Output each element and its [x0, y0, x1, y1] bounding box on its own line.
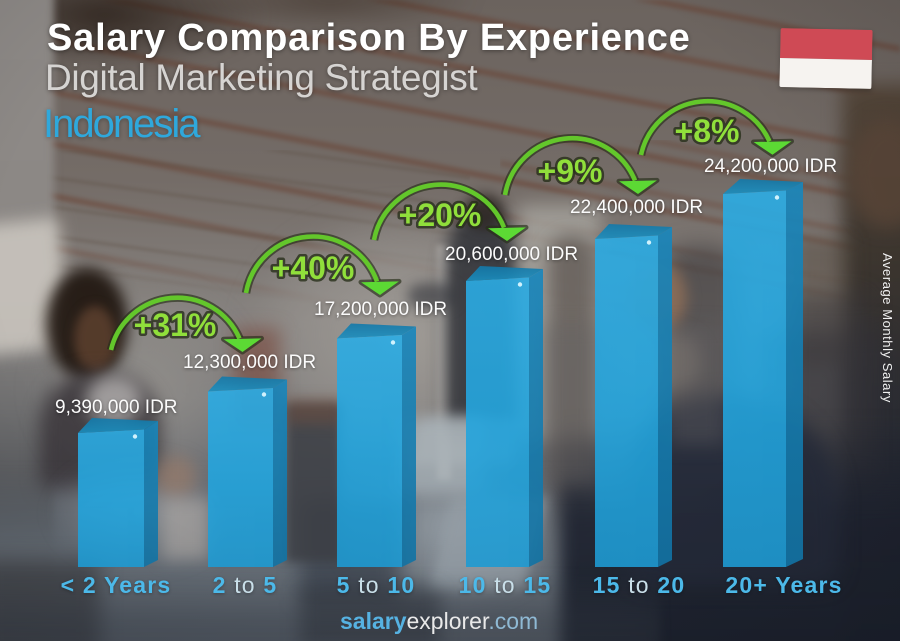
- svg-text:+31%: +31%: [134, 307, 217, 343]
- svg-text:+8%: +8%: [675, 113, 740, 149]
- svg-text:+9%: +9%: [538, 153, 603, 189]
- svg-text:+20%: +20%: [399, 197, 482, 233]
- svg-text:+40%: +40%: [272, 250, 355, 286]
